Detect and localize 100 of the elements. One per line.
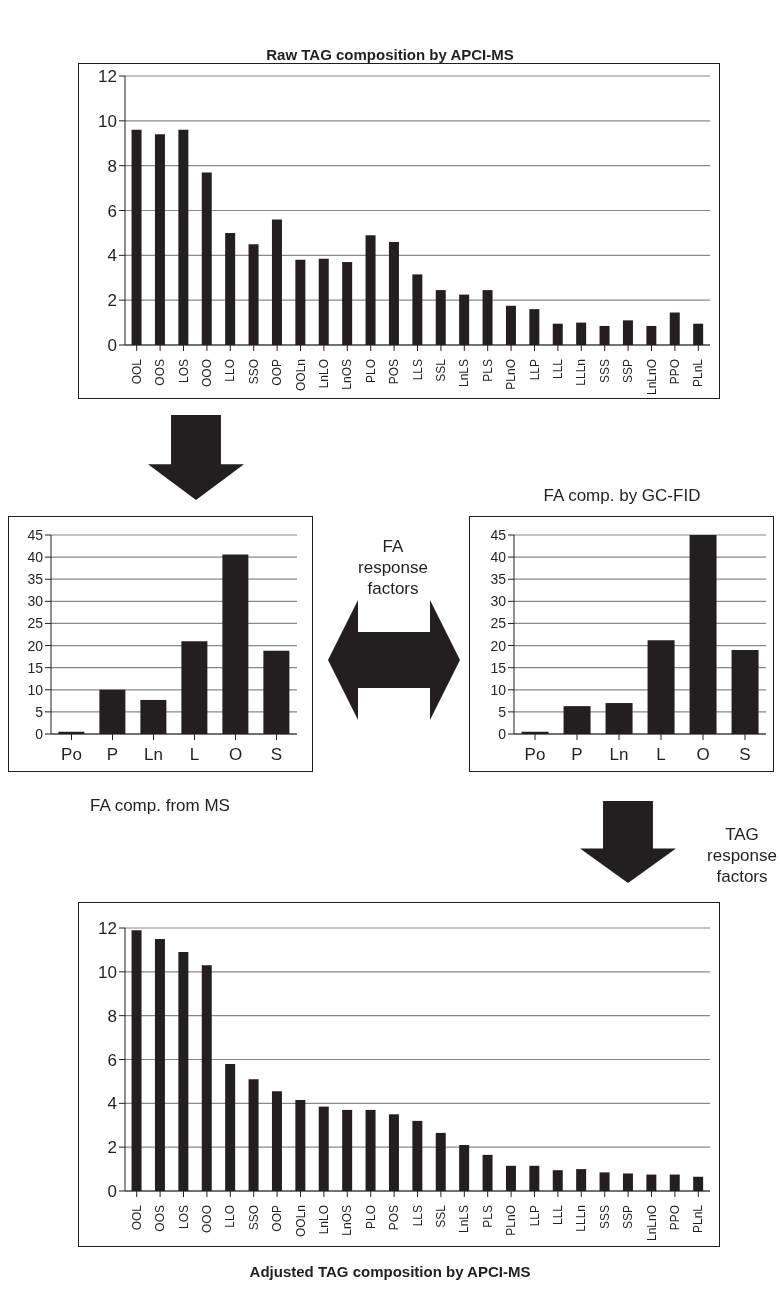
x-tick-label: OOO xyxy=(199,1205,214,1234)
x-tick-label: POS xyxy=(387,1205,402,1231)
x-tick-label: PLS xyxy=(480,359,495,382)
y-tick-label: 12 xyxy=(98,67,117,87)
y-tick-label: 8 xyxy=(107,156,117,176)
x-tick-label: Po xyxy=(61,745,82,764)
text: Adjusted TAG composition by APCI-MS xyxy=(248,1262,532,1282)
y-tick-label: 35 xyxy=(490,571,507,588)
x-tick-label: LLL xyxy=(550,358,565,380)
y-tick-label: 15 xyxy=(490,659,507,676)
x-tick-label: L xyxy=(656,745,666,764)
y-tick-label: 45 xyxy=(490,526,507,543)
x-tick-label: S xyxy=(270,745,283,764)
y-tick-label: 2 xyxy=(107,291,117,311)
y-tick-label: 5 xyxy=(498,703,507,720)
x-tick-label: LLS xyxy=(410,359,425,381)
x-tick-label: O xyxy=(696,745,710,764)
x-tick-label: LLS xyxy=(410,1205,425,1227)
x-tick-label: OOS xyxy=(153,1205,168,1232)
x-tick-label: SSP xyxy=(621,359,636,384)
y-tick-label: 0 xyxy=(107,336,117,356)
x-tick-label: LLL xyxy=(550,1204,565,1226)
chart-title: Raw TAG composition by APCI-MS xyxy=(265,45,515,65)
x-tick-label: OOL xyxy=(129,1204,144,1231)
x-tick-label: LLP xyxy=(527,1205,542,1227)
x-tick-label: LnLS xyxy=(457,359,472,388)
x-tick-label: LLO xyxy=(223,359,238,382)
x-tick-label: PPO xyxy=(667,359,682,385)
x-tick-label: PLS xyxy=(480,1205,495,1228)
x-tick-label: LLO xyxy=(223,1205,238,1228)
y-tick-label: 0 xyxy=(35,725,44,742)
x-tick-label: PPO xyxy=(667,1205,682,1231)
text: TAG response factors xyxy=(706,824,778,887)
y-tick-label: 8 xyxy=(107,1006,117,1026)
y-tick-label: 30 xyxy=(490,593,507,610)
x-tick-label: LLLn xyxy=(574,359,589,386)
y-tick-label: 45 xyxy=(27,526,44,543)
chart-title: FA comp. by GC-FID xyxy=(542,486,702,506)
x-tick-label: LnLO xyxy=(316,1205,331,1235)
x-tick-label: P xyxy=(571,745,583,764)
y-tick-label: 10 xyxy=(27,681,44,698)
x-tick-label: PLO xyxy=(363,359,378,384)
x-tick-label: OOP xyxy=(270,359,285,386)
y-tick-label: 40 xyxy=(490,549,507,566)
x-tick-label: SSL xyxy=(433,358,448,382)
text: FA response factors xyxy=(357,536,429,599)
x-tick-label: LnLS xyxy=(457,1205,472,1234)
x-tick-label: OOL xyxy=(129,358,144,385)
y-tick-label: 20 xyxy=(27,637,44,654)
x-tick-label: SSO xyxy=(246,1205,261,1231)
x-tick-label: Po xyxy=(524,745,546,764)
x-tick-label: SSS xyxy=(597,1205,612,1230)
x-tick-label: LnOS xyxy=(340,359,355,390)
x-tick-label: LLP xyxy=(527,359,542,381)
y-tick-label: 25 xyxy=(27,615,44,632)
y-tick-label: 10 xyxy=(490,681,507,698)
y-tick-label: 10 xyxy=(98,962,117,982)
x-tick-label: P xyxy=(106,745,119,764)
x-tick-label: L xyxy=(189,745,200,764)
x-tick-label: OOS xyxy=(153,359,168,386)
text: FA comp. from MS xyxy=(89,796,231,816)
x-tick-label: LnLnO xyxy=(644,359,659,396)
x-tick-label: SSS xyxy=(597,359,612,384)
y-tick-label: 0 xyxy=(498,725,507,742)
x-tick-label: PLnL xyxy=(691,1204,706,1234)
x-tick-label: S xyxy=(739,745,751,764)
x-tick-label: LOS xyxy=(176,359,191,384)
x-tick-label: Ln xyxy=(609,745,629,764)
x-tick-label: LnOS xyxy=(340,1205,355,1236)
y-tick-label: 12 xyxy=(98,919,117,939)
x-tick-label: OOLn xyxy=(293,359,308,392)
x-tick-label: LnLO xyxy=(316,359,331,389)
x-tick-label: SSP xyxy=(621,1205,636,1230)
y-tick-label: 6 xyxy=(107,1050,117,1070)
y-tick-label: 10 xyxy=(98,111,117,131)
y-tick-label: 6 xyxy=(107,201,117,221)
x-tick-label: SSO xyxy=(246,359,261,385)
x-tick-label: OOP xyxy=(270,1205,285,1232)
x-tick-label: OOO xyxy=(199,359,214,388)
y-tick-label: 40 xyxy=(27,549,44,566)
x-tick-label: PLnL xyxy=(691,358,706,388)
x-tick-label: PLnO xyxy=(504,359,519,390)
y-tick-label: 15 xyxy=(27,659,44,676)
y-tick-label: 35 xyxy=(27,571,44,588)
y-tick-label: 2 xyxy=(107,1138,117,1158)
y-tick-label: 5 xyxy=(35,703,44,720)
y-tick-label: 4 xyxy=(107,1094,117,1114)
x-tick-label: OOLn xyxy=(293,1205,308,1238)
x-tick-label: Ln xyxy=(144,745,163,764)
x-tick-label: LnLnO xyxy=(644,1205,659,1242)
x-tick-label: PLnO xyxy=(504,1205,519,1236)
x-tick-label: POS xyxy=(387,359,402,385)
y-tick-label: 30 xyxy=(27,593,44,610)
y-tick-label: 4 xyxy=(107,246,117,266)
y-tick-label: 0 xyxy=(107,1182,117,1202)
y-tick-label: 25 xyxy=(490,615,507,632)
y-tick-label: 20 xyxy=(490,637,507,654)
x-tick-label: LLLn xyxy=(574,1205,589,1232)
x-tick-label: LOS xyxy=(176,1205,191,1230)
x-tick-label: PLO xyxy=(363,1205,378,1230)
